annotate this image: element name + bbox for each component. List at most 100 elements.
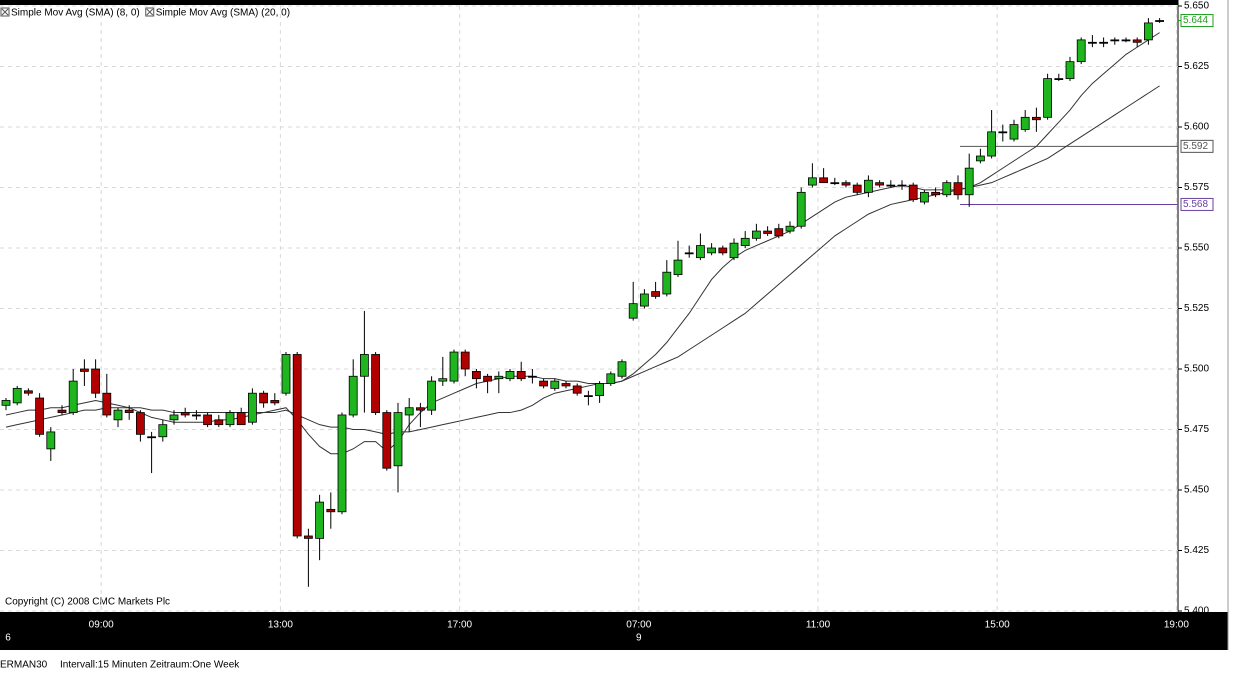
candle-body	[684, 252, 694, 255]
candle-body	[1043, 78, 1052, 118]
x-tick-label: 07:00	[626, 620, 651, 631]
candle-body	[729, 242, 739, 259]
candle-body	[460, 351, 470, 370]
candle-body	[785, 225, 795, 232]
candle-body	[113, 409, 123, 421]
y-tick-label: 5.450	[1184, 485, 1209, 496]
candle-body	[1020, 116, 1030, 130]
candle-body	[539, 380, 548, 387]
current-price-label: 5.644	[1183, 15, 1208, 26]
candle-body	[348, 375, 358, 416]
candle-body	[595, 383, 604, 397]
candle-body	[1132, 39, 1142, 43]
y-tick-label: 5.425	[1184, 545, 1209, 556]
candle-body	[214, 419, 224, 426]
x-tick-label: 17:00	[447, 620, 472, 631]
candle-body	[852, 184, 862, 193]
x-tick-label: 09:00	[89, 620, 114, 631]
status-text: Zeitraum:One Week	[150, 660, 240, 671]
x-tick-label: 13:00	[268, 620, 293, 631]
candle-body	[102, 392, 112, 416]
level-box	[1180, 197, 1214, 211]
candle-body	[1099, 41, 1108, 44]
candle-body	[572, 385, 582, 394]
candle-body	[57, 409, 67, 413]
time-axis-band	[0, 612, 1228, 650]
x-tick-label: 15:00	[985, 620, 1010, 631]
candle-body	[908, 184, 918, 201]
candle-body	[740, 237, 750, 246]
copyright: Copyright (C) 2008 CMC Markets Plc	[5, 597, 170, 608]
candle-body	[707, 247, 716, 254]
candle-body	[1009, 124, 1019, 140]
candle-body	[12, 387, 22, 404]
day-label: 9	[636, 633, 642, 644]
candle-body	[91, 368, 100, 394]
x-tick-label: 11:00	[806, 620, 831, 631]
candle-body	[897, 184, 907, 187]
candle-body	[964, 167, 974, 196]
candle-body	[191, 414, 201, 417]
candle-body	[203, 414, 213, 426]
candle-body	[292, 354, 302, 537]
grid	[0, 5, 1178, 612]
candle-body	[326, 508, 336, 513]
candle-body	[494, 375, 504, 380]
candle-body	[236, 412, 246, 426]
y-tick-label: 5.575	[1184, 182, 1209, 193]
candle-body	[796, 191, 806, 227]
candle-body	[1054, 78, 1064, 80]
candle-body	[1144, 22, 1153, 41]
candle-body	[404, 407, 414, 416]
day-label: 6	[5, 633, 11, 644]
legend-label: Simple Mov Avg (SMA) (20, 0)	[156, 8, 290, 19]
candle-body	[1076, 39, 1086, 63]
candle-body	[662, 271, 672, 295]
candle-body	[841, 182, 851, 186]
legend-icon-x	[146, 8, 154, 16]
candle-body	[23, 390, 33, 394]
top-border	[0, 0, 1178, 5]
candle-body	[270, 400, 280, 404]
status-text: Intervall:15 Minuten	[60, 660, 147, 671]
candle-body	[259, 392, 269, 404]
candle-body	[1155, 20, 1164, 22]
candle-body	[371, 354, 381, 413]
legend-item: Simple Mov Avg (SMA) (8, 0)	[0, 7, 140, 19]
candle-body	[438, 378, 448, 382]
candle-body	[718, 247, 728, 254]
candle-body	[124, 409, 134, 413]
candle-body	[864, 179, 873, 193]
candle-body	[998, 131, 1008, 134]
candle-body	[281, 354, 291, 394]
candle-body	[80, 368, 89, 372]
candle-body	[920, 191, 929, 203]
candle-body	[483, 375, 493, 382]
candle-body	[931, 191, 940, 196]
candle-body	[1, 400, 11, 406]
candle-body	[640, 293, 649, 307]
candle-body	[875, 182, 884, 186]
candle-body	[752, 230, 761, 239]
candle-body	[774, 228, 784, 237]
level-box	[1180, 139, 1214, 153]
y-tick-label: 5.600	[1184, 122, 1209, 133]
candle-body	[606, 373, 616, 384]
candle-body	[763, 230, 772, 234]
candle-body	[359, 354, 369, 377]
candle-body	[830, 182, 840, 185]
candle-body	[808, 177, 817, 186]
y-tick-label: 5.475	[1184, 424, 1209, 435]
candle-body	[651, 291, 660, 297]
candle-body	[673, 259, 683, 276]
candle-body	[303, 535, 313, 539]
candle-body	[46, 431, 56, 450]
candle-body	[617, 361, 627, 377]
level-label: 5.592	[1183, 141, 1208, 152]
candle-body	[135, 412, 145, 435]
candle-body	[35, 397, 44, 435]
candle-body	[427, 380, 437, 411]
candle-body	[628, 303, 638, 319]
